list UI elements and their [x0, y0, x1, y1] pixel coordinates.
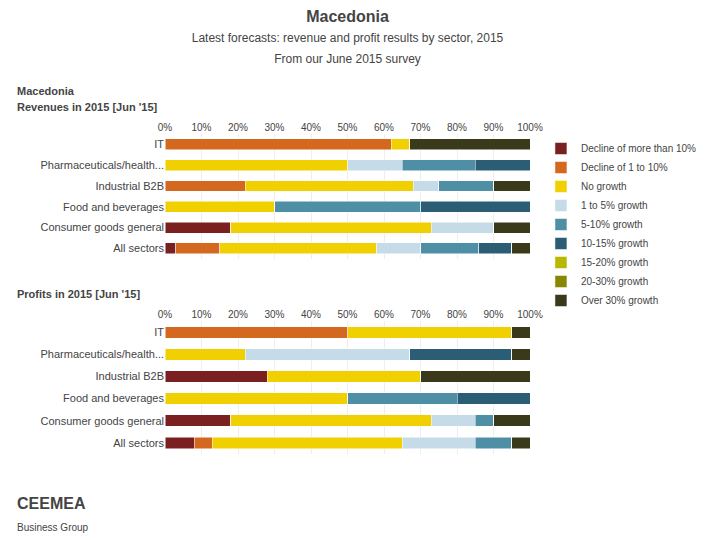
svg-text:Consumer goods general: Consumer goods general: [40, 221, 164, 233]
svg-text:30%: 30%: [264, 122, 284, 133]
svg-text:1 to 5% growth: 1 to 5% growth: [581, 200, 648, 211]
svg-text:40%: 40%: [301, 309, 321, 320]
svg-text:90%: 90%: [483, 309, 503, 320]
svg-text:Revenues in 2015 [Jun '15]: Revenues in 2015 [Jun '15]: [17, 101, 158, 113]
svg-text:Pharmaceuticals/health...: Pharmaceuticals/health...: [40, 348, 164, 360]
svg-text:60%: 60%: [374, 309, 394, 320]
svg-text:IT: IT: [154, 138, 164, 150]
svg-text:Consumer goods general: Consumer goods general: [40, 415, 164, 427]
svg-text:Industrial B2B: Industrial B2B: [96, 180, 164, 192]
svg-text:90%: 90%: [483, 122, 503, 133]
svg-text:Pharmaceuticals/health...: Pharmaceuticals/health...: [40, 159, 164, 171]
svg-text:IT: IT: [154, 326, 164, 338]
svg-text:100%: 100%: [517, 122, 543, 133]
svg-text:All sectors: All sectors: [113, 242, 164, 254]
svg-text:Industrial B2B: Industrial B2B: [96, 370, 164, 382]
svg-text:Over 30% growth: Over 30% growth: [581, 295, 658, 306]
svg-text:15-20% growth: 15-20% growth: [581, 257, 648, 268]
svg-text:All sectors: All sectors: [113, 437, 164, 449]
svg-text:60%: 60%: [374, 122, 394, 133]
svg-text:80%: 80%: [447, 309, 467, 320]
svg-text:0%: 0%: [158, 122, 173, 133]
svg-text:20%: 20%: [228, 309, 248, 320]
svg-text:Profits in 2015 [Jun '15]: Profits in 2015 [Jun '15]: [17, 288, 140, 300]
svg-text:30%: 30%: [264, 309, 284, 320]
svg-text:Business Group: Business Group: [17, 522, 89, 533]
svg-text:70%: 70%: [410, 309, 430, 320]
svg-text:Decline of more than 10%: Decline of more than 10%: [581, 143, 696, 154]
svg-text:50%: 50%: [337, 309, 357, 320]
svg-text:50%: 50%: [337, 122, 357, 133]
svg-text:Food and beverages: Food and beverages: [63, 392, 164, 404]
svg-text:Decline of 1 to 10%: Decline of 1 to 10%: [581, 162, 668, 173]
svg-text:20%: 20%: [228, 122, 248, 133]
svg-text:40%: 40%: [301, 122, 321, 133]
svg-text:70%: 70%: [410, 122, 430, 133]
svg-text:Food and beverages: Food and beverages: [63, 201, 164, 213]
svg-text:MacedoniaLatest forecasts: rev: MacedoniaLatest forecasts: revenue and p…: [192, 8, 504, 67]
svg-text:10-15% growth: 10-15% growth: [581, 238, 648, 249]
svg-text:100%: 100%: [517, 309, 543, 320]
svg-text:No growth: No growth: [581, 181, 627, 192]
svg-text:CEEMEA: CEEMEA: [17, 495, 86, 512]
svg-text:10%: 10%: [191, 309, 211, 320]
svg-text:20-30% growth: 20-30% growth: [581, 276, 648, 287]
svg-text:Macedonia: Macedonia: [17, 85, 75, 97]
svg-text:10%: 10%: [191, 122, 211, 133]
svg-text:5-10% growth: 5-10% growth: [581, 219, 643, 230]
svg-text:80%: 80%: [447, 122, 467, 133]
svg-text:0%: 0%: [158, 309, 173, 320]
